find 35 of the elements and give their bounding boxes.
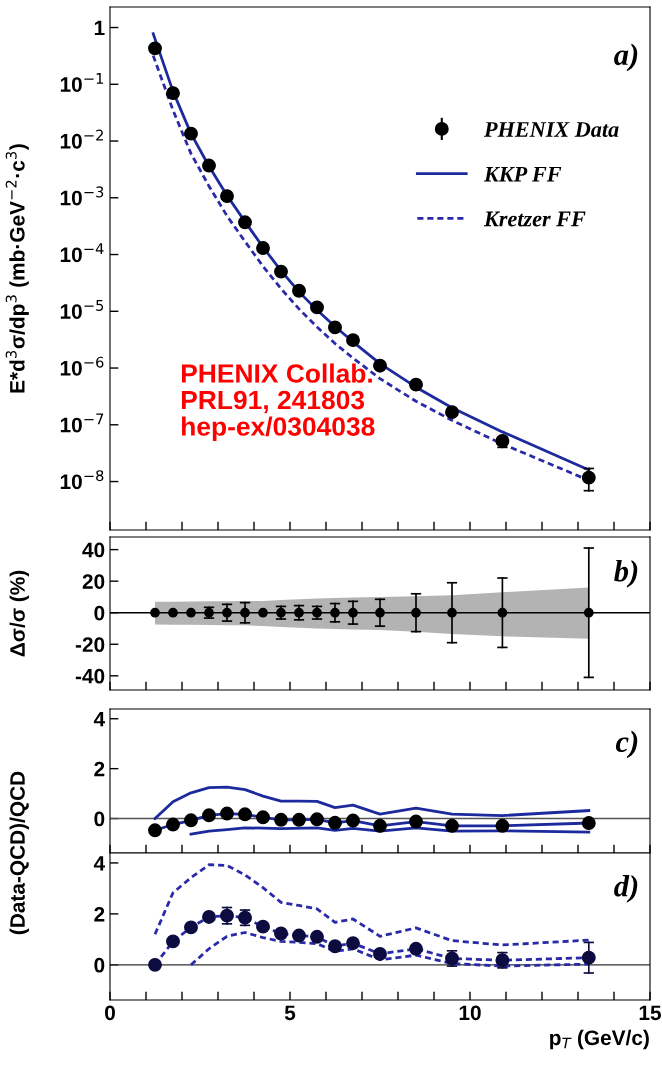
y-tick-label: 2 (94, 761, 105, 777)
legend-label: Kretzer FF (483, 211, 586, 227)
annotation: c) (615, 730, 638, 759)
x-tick-label: 15 (639, 1005, 662, 1021)
y-tick-label: 10$^{−5}$ (60, 300, 104, 319)
annotation: b) (614, 559, 638, 588)
y-tick-label: 0 (94, 957, 105, 973)
y-tick-label: -20 (75, 637, 105, 653)
y-tick-label: 20 (82, 574, 105, 589)
y-tick-label: 0 (94, 605, 105, 621)
y-tick-label: 2 (94, 906, 105, 922)
y-tick-label: 10$^{−3}$ (60, 186, 104, 206)
annotation: d) (614, 875, 638, 903)
legend-label: KKP FF (483, 166, 562, 182)
annotation: a) (614, 43, 638, 72)
y-axis-title: (Data-QCD)/QCD (9, 771, 29, 935)
legend-label: PHENIX Data (483, 122, 619, 137)
y-axis-title: Δσ/σ (%) (9, 570, 29, 657)
y-tick-label: 10$^{−7}$ (60, 413, 104, 433)
y-tick-label: 4 (93, 711, 106, 727)
x-tick-label: 10 (459, 1005, 481, 1021)
y-tick-label: 4 (93, 856, 106, 871)
x-axis-title: p$_{T}$ (GeV/c) (550, 1029, 649, 1050)
y-tick-label: 10$^{−8}$ (60, 470, 104, 490)
y-tick-label: 0 (94, 811, 105, 827)
annotation: PHENIX Collab. PRL91, 241803 hep-ex/0304038 (181, 363, 375, 442)
text: E*d$^{3}$σ/dp$^{3}$ (mb·GeV$^{−2}$·c$^{3}$) (5, 144, 29, 393)
y-tick-label: 10$^{−6}$ (60, 356, 104, 376)
y-tick-label: 40 (82, 542, 105, 558)
y-tick-label: -40 (75, 668, 105, 684)
y-tick-label: 1 (94, 20, 105, 36)
y-tick-label: 10$^{−1}$ (60, 73, 104, 92)
y-tick-label: 10$^{−4}$ (60, 243, 104, 263)
y-tick-label: 10$^{−2}$ (60, 129, 103, 149)
x-tick-label: 5 (284, 1005, 296, 1021)
